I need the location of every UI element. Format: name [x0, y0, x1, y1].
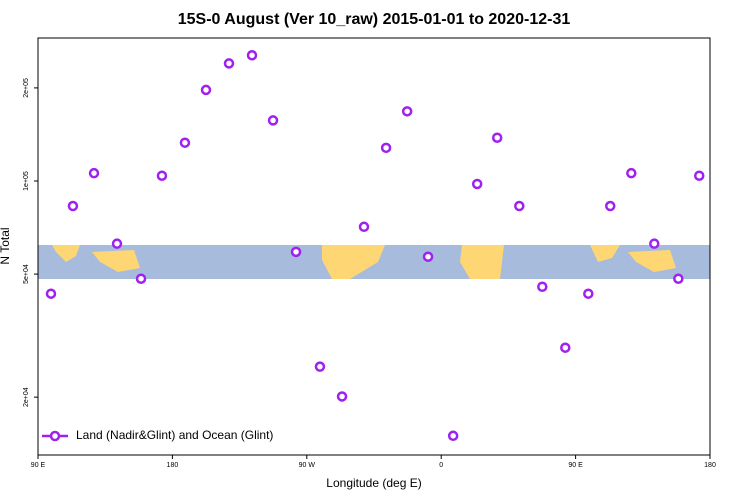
y-tick-label: 5e+04: [23, 264, 30, 284]
point: [135, 273, 147, 284]
y-axis-label: N Total: [0, 227, 12, 264]
point: [358, 221, 370, 233]
point: [336, 391, 348, 402]
land: [590, 245, 620, 262]
y-tick-label: 2e+04: [23, 387, 30, 407]
x-tick-label: 180: [167, 462, 179, 469]
land: [628, 250, 676, 272]
point: [200, 84, 212, 96]
point: [156, 170, 168, 181]
point: [649, 238, 660, 249]
legend-label: Land (Nadir&Glint) and Ocean (Glint): [76, 428, 273, 442]
land: [52, 245, 80, 262]
land: [322, 245, 385, 279]
point: [67, 200, 79, 212]
legend-marker: [49, 430, 61, 442]
point: [179, 137, 191, 148]
point: [537, 281, 548, 293]
x-tick-label: 0: [439, 462, 443, 469]
point: [491, 132, 503, 143]
point: [693, 170, 705, 181]
land: [460, 245, 504, 279]
point: [45, 288, 57, 299]
point: [604, 200, 616, 212]
land: [92, 250, 140, 272]
point: [422, 251, 434, 262]
point: [380, 142, 392, 154]
point: [447, 430, 459, 442]
x-tick-label: 90 E: [31, 462, 46, 469]
point: [267, 115, 279, 126]
point: [583, 288, 594, 299]
point: [223, 58, 235, 69]
plot-frame: [37, 37, 711, 456]
point: [471, 178, 483, 190]
point: [111, 238, 123, 249]
point: [314, 361, 326, 372]
x-tick-label: 90 E: [568, 462, 583, 469]
point: [673, 273, 684, 284]
chart-title: 15S-0 August (Ver 10_raw) 2015-01-01 to …: [178, 11, 571, 28]
point: [290, 246, 302, 258]
y-tick-label: 1e+05: [23, 171, 30, 191]
point: [514, 200, 525, 212]
point: [246, 50, 258, 61]
point: [88, 167, 100, 179]
point: [401, 106, 413, 117]
y-tick-label: 2e+05: [23, 78, 30, 98]
point: [626, 167, 637, 179]
x-tick-label: 180: [704, 462, 716, 469]
map-band: [38, 245, 710, 279]
x-axis-label: Longitude (deg E): [326, 476, 421, 490]
x-tick-label: 90 W: [299, 462, 316, 469]
point: [560, 342, 571, 353]
